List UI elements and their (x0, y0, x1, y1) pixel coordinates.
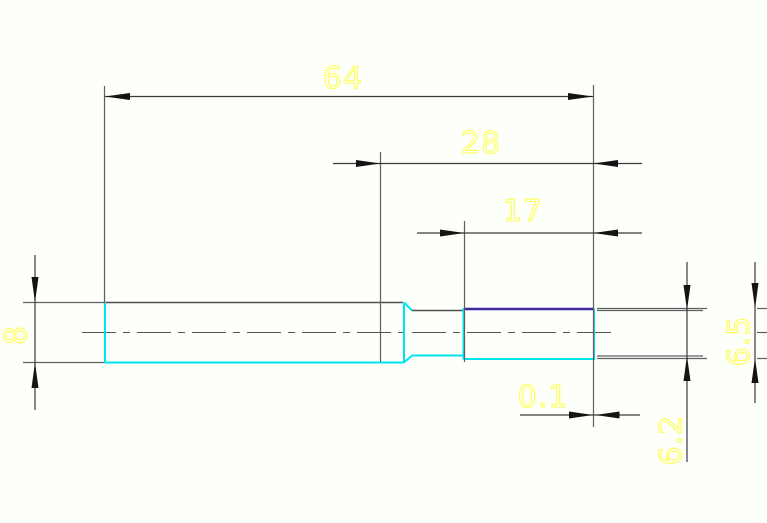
dim-value-6-2: 6.2 (654, 415, 689, 466)
arrowhead-6-2-bottom (683, 356, 691, 381)
arrowhead-28-right (593, 160, 618, 167)
dim-value-28: 28 (461, 126, 501, 161)
part-chamfer-bottom (403, 354, 413, 364)
dimension-64: 64 (105, 60, 593, 100)
arrowhead-0-1-right (595, 411, 620, 419)
dimension-6-5: 6.5 (721, 262, 759, 403)
dimension-17: 17 (417, 193, 642, 237)
extension-lines (23, 85, 767, 427)
part-chamfer-top (403, 301, 413, 312)
arrowhead-6-5-top (751, 283, 759, 309)
dim-value-6-5: 6.5 (722, 316, 757, 367)
arrowhead-64-left (105, 93, 130, 100)
dimension-6-2: 6.2 (653, 262, 691, 466)
dim-value-0-1: 0.1 (518, 380, 569, 415)
arrowhead-64-right (568, 93, 593, 100)
dim-value-64: 64 (323, 61, 363, 96)
arrowhead-8-bottom (31, 362, 39, 388)
dim-value-17: 17 (503, 194, 543, 229)
arrowhead-17-left (440, 229, 465, 237)
arrowhead-28-left (356, 160, 381, 167)
dimension-28: 28 (333, 125, 642, 167)
dimension-0-1: 0.1 (517, 379, 640, 419)
arrowhead-6-5-bottom (751, 358, 759, 383)
dimension-8: 8 (0, 255, 39, 410)
arrowhead-6-2-top (683, 285, 691, 310)
arrowhead-8-top (31, 277, 39, 303)
arrowhead-17-right (593, 229, 618, 237)
dim-value-8: 8 (0, 325, 34, 345)
arrowhead-0-1-left (569, 411, 593, 419)
